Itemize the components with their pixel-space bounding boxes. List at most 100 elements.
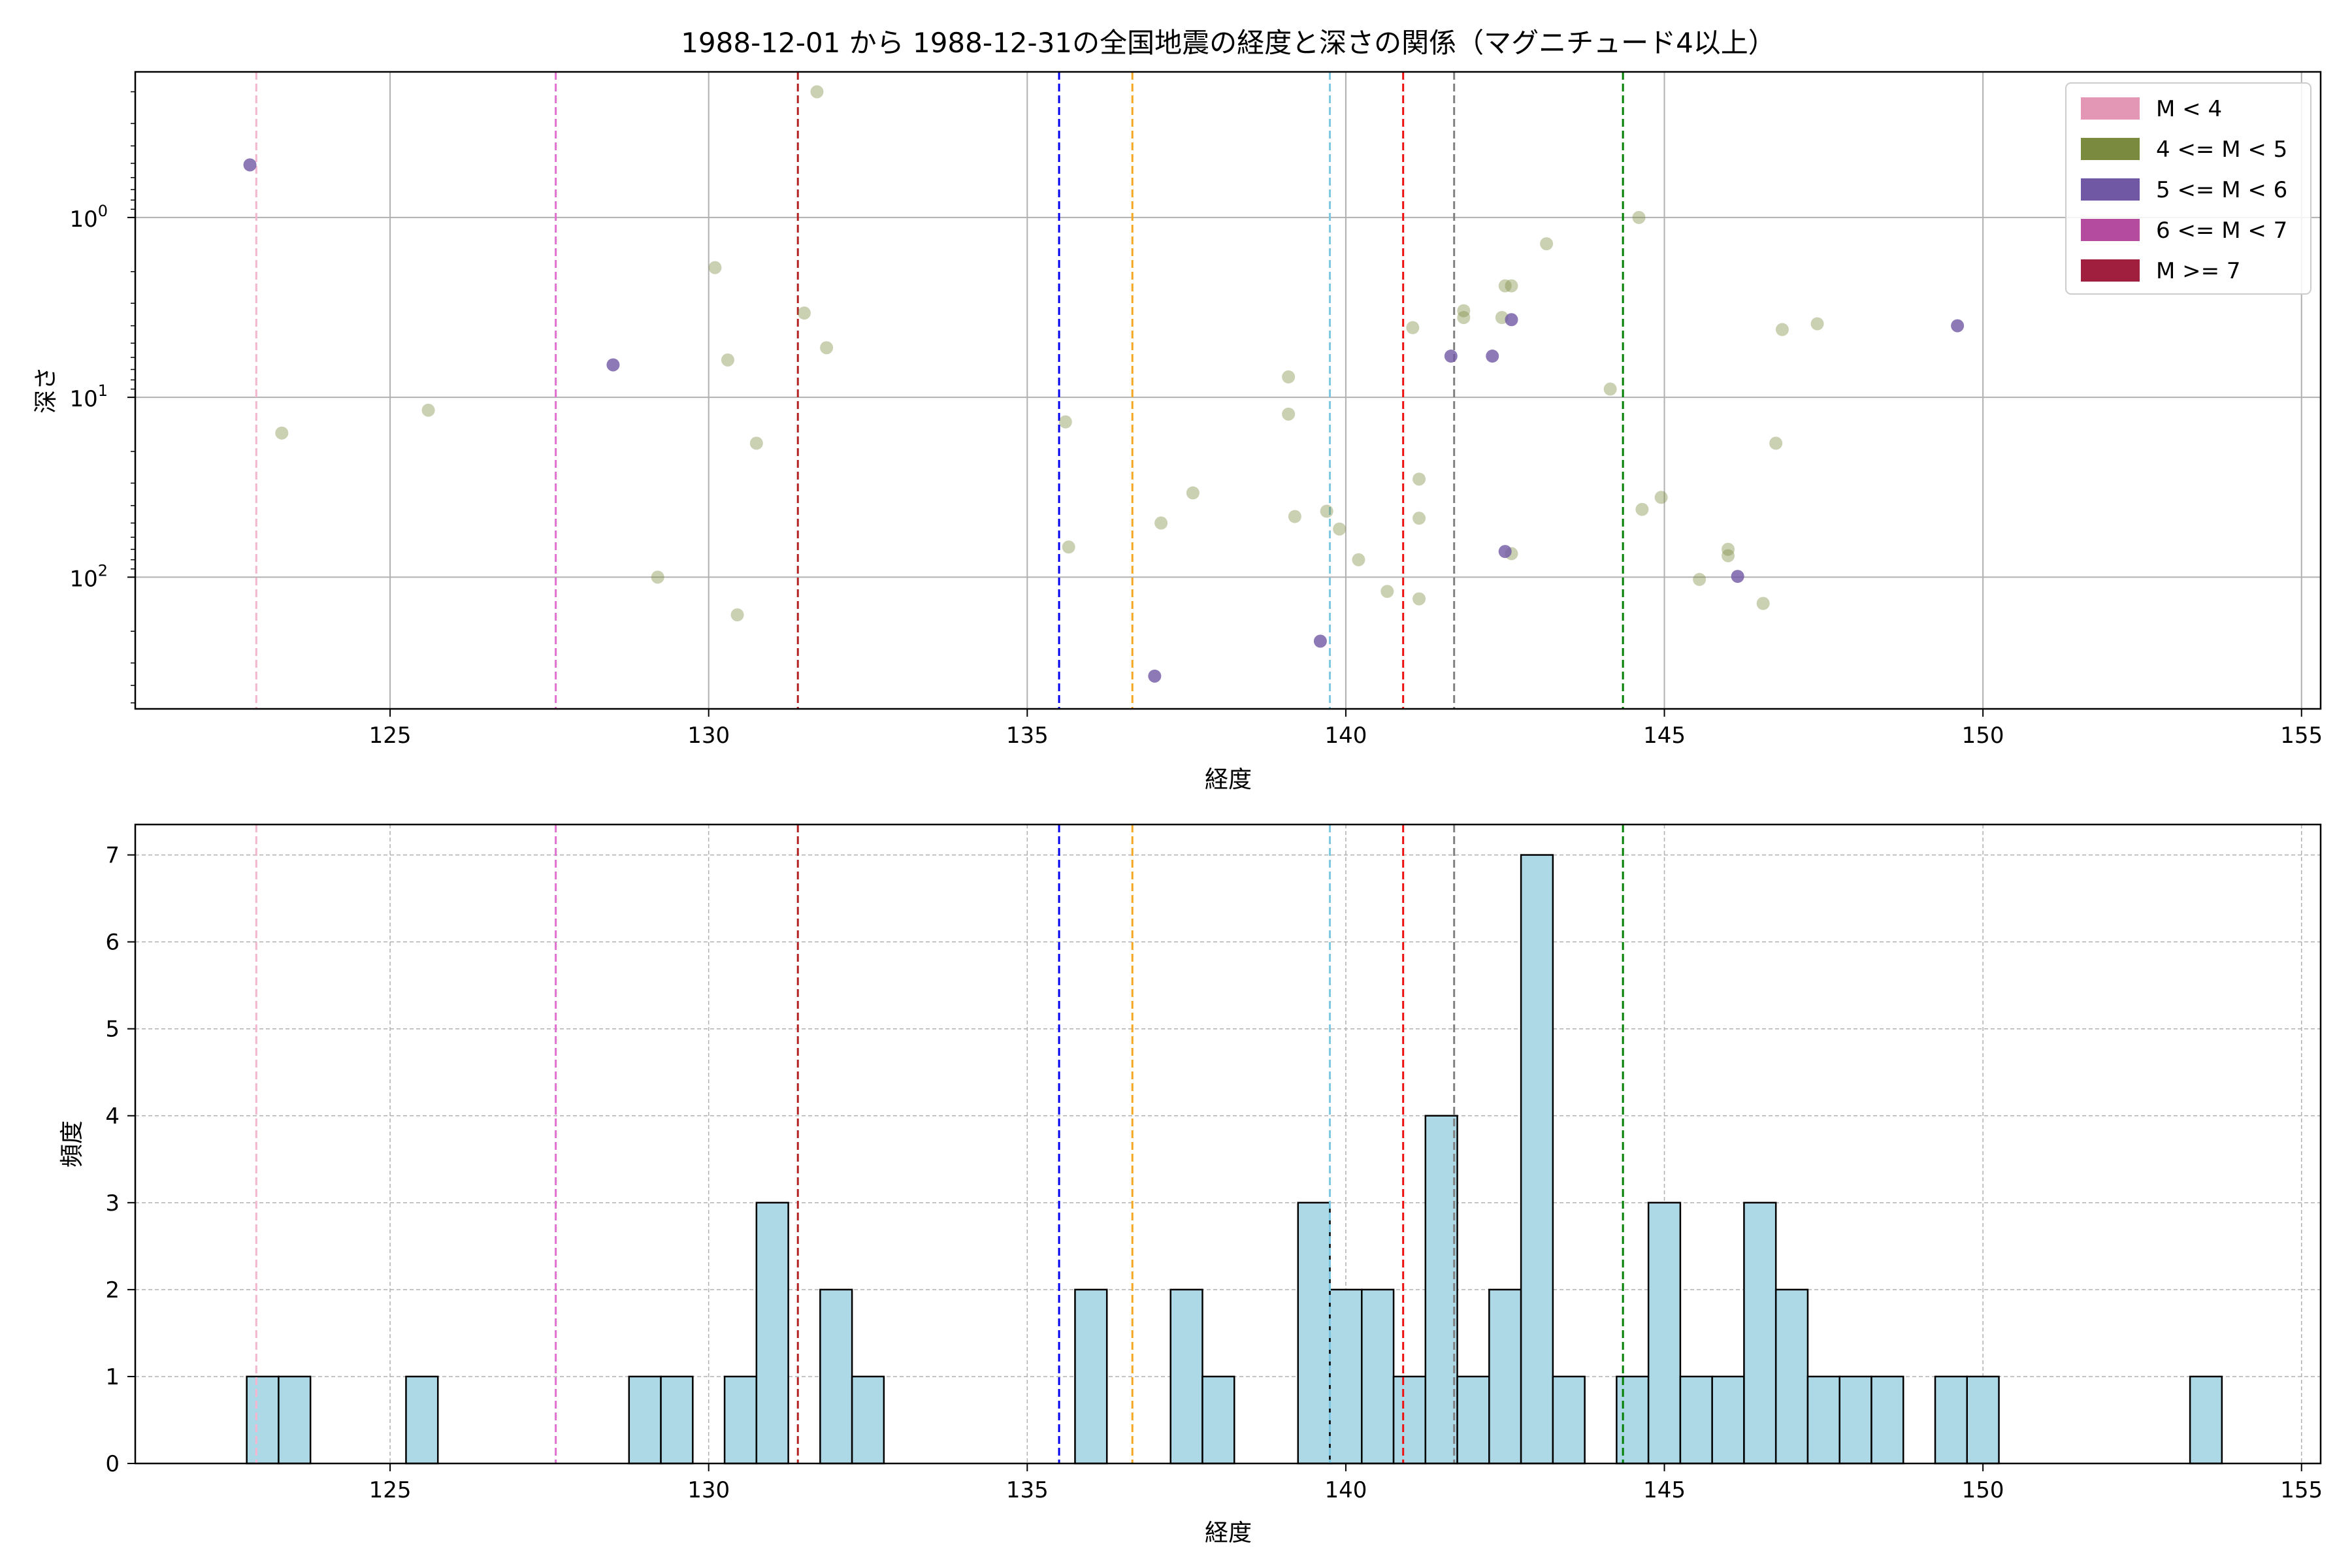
histogram-y-ticks: 0 1 2 3 4 5 6 7 [105,843,135,1477]
scatter-point [1722,549,1735,563]
scatter-y-tick-base: 10 [69,566,97,592]
scatter-point [810,85,824,99]
scatter-point [1722,542,1735,556]
histogram-bar [1201,1375,1235,1465]
scatter-point [1058,415,1072,429]
histogram-x-tick-label: 130 [687,1477,730,1503]
scatter-point [1282,407,1296,421]
legend-label: M < 4 [2156,96,2222,122]
legend-swatch [2081,97,2140,120]
legend-swatch [2081,259,2140,282]
legend-label: 4 <= M < 5 [2156,137,2287,163]
histogram-bar [819,1288,853,1465]
histogram-bar [1552,1375,1586,1465]
scatter-x-tick-label: 125 [369,723,412,749]
legend-label: M >= 7 [2156,258,2241,284]
legend-label: 5 <= M < 6 [2156,177,2287,203]
histogram-y-axis-label: 頻度 [59,1120,86,1168]
histogram-bar [1456,1375,1490,1465]
scatter-x-ticks: 125 130 135 140 145 150 155 [369,709,2323,749]
histogram-bar [1297,1201,1331,1465]
histogram-reference-lines [255,825,1624,1463]
scatter-y-tick-base: 10 [69,386,97,412]
histogram-bar [1711,1375,1745,1465]
histogram-plot-frame [134,823,2322,1465]
histogram-x-tick-label: 135 [1006,1477,1049,1503]
scatter-point [1731,570,1744,583]
scatter-point [1498,545,1512,559]
scatter-point [1406,321,1420,335]
scatter-x-tick-label: 155 [2280,723,2323,749]
legend-swatch [2081,138,2140,160]
histogram-x-tick-label: 145 [1643,1477,1686,1503]
scatter-x-tick-label: 130 [687,723,730,749]
scatter-point [749,436,763,450]
histogram-bars [246,854,2223,1465]
scatter-point [421,403,435,417]
legend-label: 6 <= M < 7 [2156,218,2287,244]
scatter-y-tick-label: 102 [69,561,108,592]
histogram-bar [246,1375,280,1465]
histogram-bar [1934,1375,1968,1465]
histogram-y-tick-label: 1 [105,1364,120,1390]
histogram-bar [1169,1288,1203,1465]
scatter-point [1603,382,1617,396]
scatter-point [1457,304,1471,318]
histogram-bar [1647,1201,1682,1465]
scatter-point [1635,502,1649,516]
histogram-bar [851,1375,885,1465]
histogram-y-tick-label: 0 [105,1451,120,1477]
scatter-point [1186,486,1200,500]
scatter-point [1413,512,1426,525]
histogram-bar [1361,1288,1395,1465]
scatter-x-tick-label: 145 [1643,723,1686,749]
scatter-point [1769,436,1783,450]
scatter-point [1154,516,1168,530]
scatter-x-axis-label: 経度 [1205,766,1252,793]
histogram-bar [1774,1288,1809,1465]
scatter-x-tick-label: 135 [1006,723,1049,749]
histogram-bar [1488,1288,1522,1465]
scatter-point [1756,596,1770,610]
scatter-gridlines [135,72,2321,709]
histogram-x-tick-label: 140 [1324,1477,1367,1503]
histogram-x-axis-label: 経度 [1205,1520,1252,1546]
histogram-bar [1870,1375,1904,1465]
scatter-point [651,570,664,584]
scatter-y-tick-exponent: 1 [98,382,108,400]
scatter-point [606,358,620,372]
histogram-bar [1806,1375,1840,1465]
scatter-x-tick-label: 140 [1324,723,1367,749]
histogram-bar [1838,1375,1872,1465]
scatter-point [1413,472,1426,486]
scatter-y-axis-label: 深さ [33,367,59,414]
scatter-point [1505,313,1518,327]
histogram-y-tick-label: 2 [105,1277,120,1303]
scatter-point [708,261,722,274]
histogram-bar [405,1375,439,1465]
scatter-point [1632,210,1646,224]
scatter-point [730,608,744,622]
scatter-point [1313,634,1327,648]
histogram-bar [1074,1288,1108,1465]
chart-title: 1988-12-01 から 1988-12-31の全国地震の経度と深さの関係（マ… [681,27,1776,59]
scatter-plot-frame [134,71,2322,710]
histogram-bar [723,1375,758,1465]
scatter-y-tick-label: 101 [69,382,108,412]
scatter-y-tick-label: 100 [69,202,108,233]
scatter-point [1540,237,1554,251]
histogram-bar [1329,1288,1363,1465]
legend-box [2065,82,2311,295]
scatter-point [721,353,734,367]
scatter-point [1457,311,1471,325]
scatter-point [820,341,834,355]
scatter-point [1498,279,1512,293]
histogram-panel: 125 130 135 140 145 150 155 0 1 2 3 4 5 6 7 経度 頻度 [59,823,2323,1546]
histogram-x-tick-label: 155 [2280,1477,2323,1503]
scatter-point [1810,317,1824,331]
scatter-point [1505,279,1518,293]
scatter-y-tick-exponent: 2 [98,561,108,580]
scatter-point [1444,350,1458,363]
